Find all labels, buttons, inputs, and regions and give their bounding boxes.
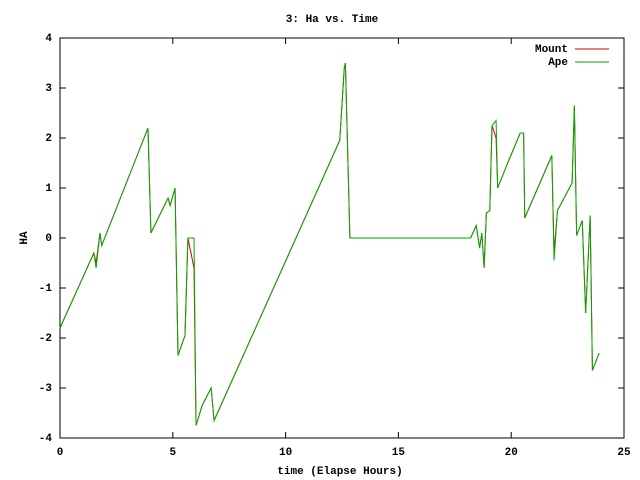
- y-tick-label: -2: [39, 333, 52, 345]
- y-tick-label: -4: [39, 433, 53, 445]
- x-tick-label: 0: [57, 447, 64, 459]
- x-tick-label: 15: [392, 447, 406, 459]
- y-tick-label: 3: [45, 83, 52, 95]
- y-tick-label: -3: [39, 383, 53, 395]
- y-tick-label: 1: [45, 183, 52, 195]
- x-axis-label: time (Elapse Hours): [277, 466, 402, 478]
- y-tick-label: 2: [45, 133, 52, 145]
- y-tick-label: 0: [45, 233, 52, 245]
- legend-label: Ape: [548, 57, 568, 69]
- y-axis-label: HA: [19, 231, 31, 245]
- x-tick-label: 10: [279, 447, 292, 459]
- series-line: [59, 62, 600, 426]
- legend-label: Mount: [535, 44, 568, 56]
- y-tick-label: -1: [39, 283, 53, 295]
- chart-title: 3: Ha vs. Time: [286, 14, 379, 26]
- y-tick-label: 4: [45, 33, 52, 45]
- x-tick-label: 25: [617, 447, 631, 459]
- x-tick-label: 20: [505, 447, 518, 459]
- x-tick-label: 5: [169, 447, 176, 459]
- series-line: [59, 62, 600, 426]
